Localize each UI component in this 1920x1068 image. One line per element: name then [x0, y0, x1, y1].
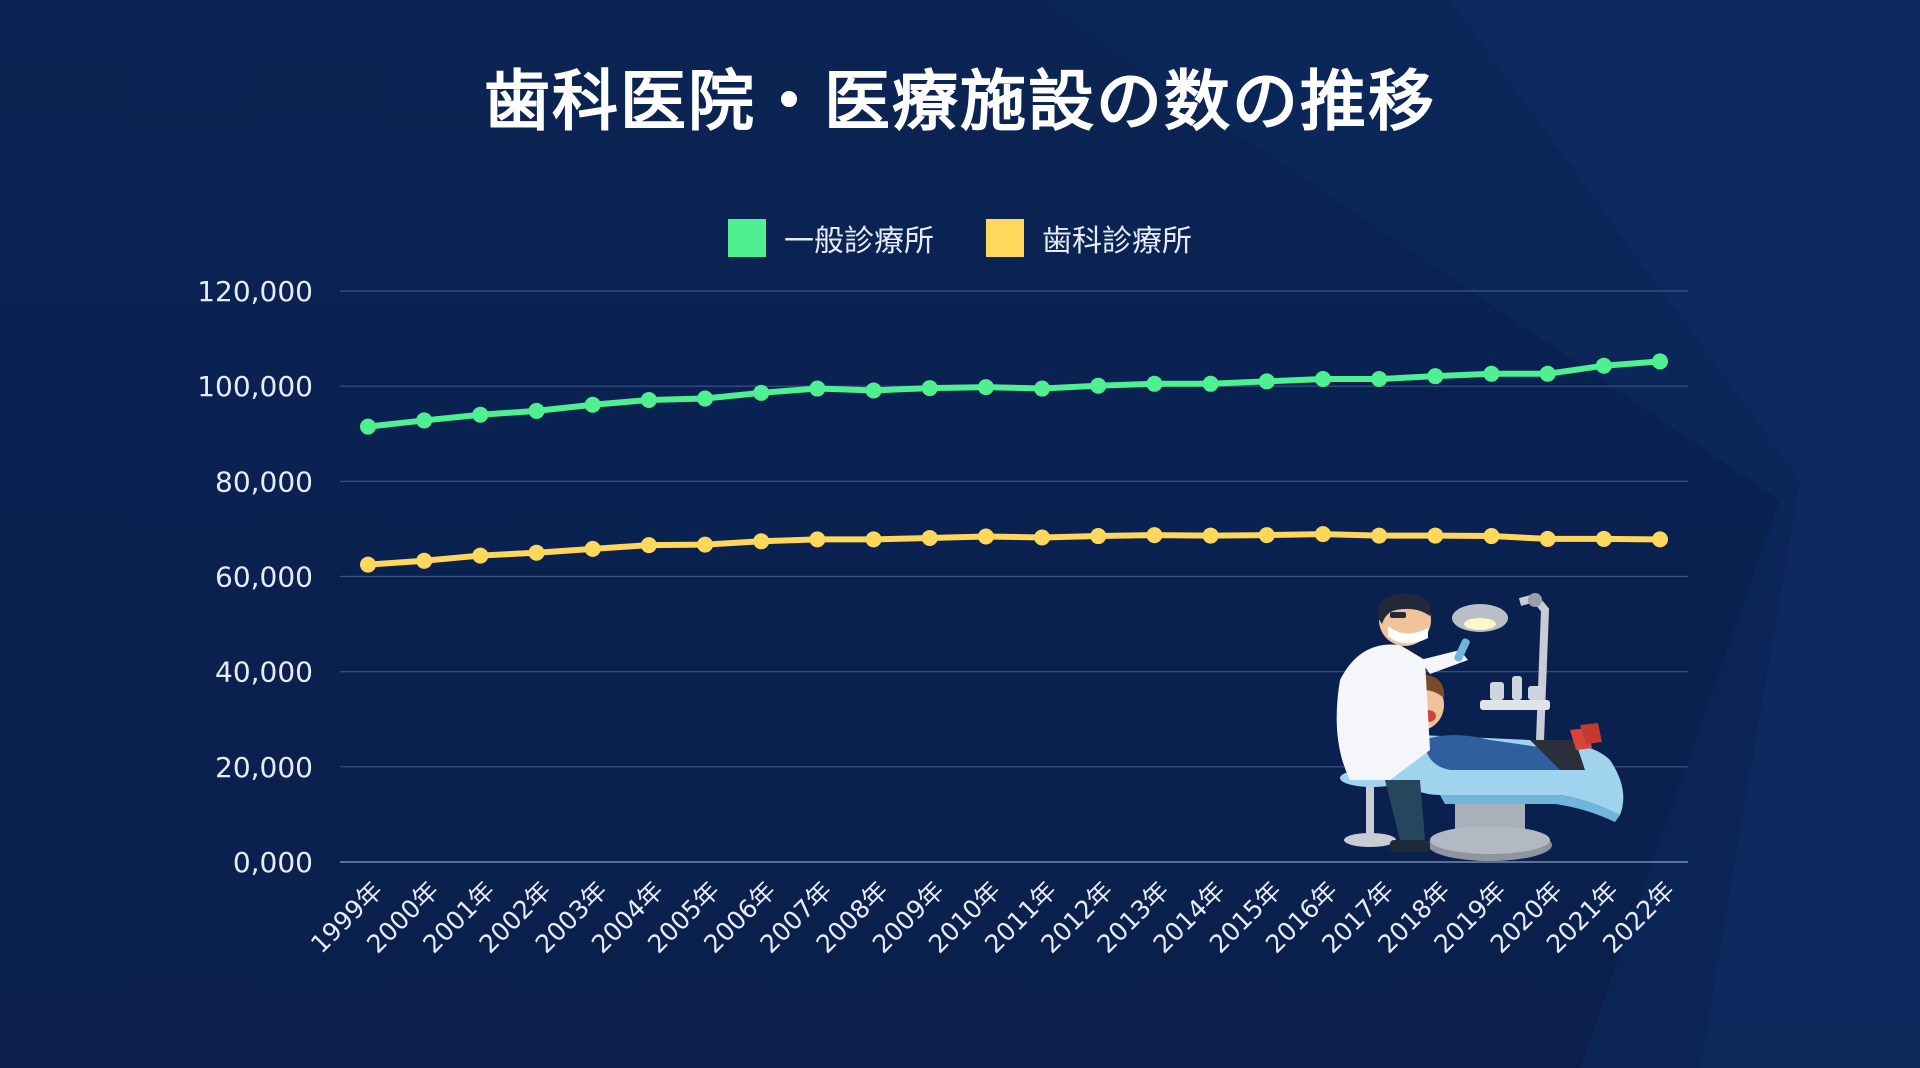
data-point[interactable] [865, 531, 882, 548]
y-tick-label: 100,000 [197, 370, 313, 403]
data-point[interactable] [1595, 357, 1612, 374]
data-point[interactable] [472, 406, 489, 423]
data-point[interactable] [753, 384, 770, 401]
data-point[interactable] [1314, 371, 1331, 388]
data-point[interactable] [1539, 365, 1556, 382]
data-point[interactable] [809, 531, 826, 548]
data-point[interactable] [640, 391, 657, 408]
y-tick-label: 120,000 [197, 275, 313, 308]
data-point[interactable] [1483, 528, 1500, 545]
legend-label-dental-clinic: 歯科診療所 [1042, 224, 1192, 259]
data-point[interactable] [1427, 368, 1444, 385]
data-point[interactable] [528, 544, 545, 561]
data-point[interactable] [977, 528, 994, 545]
data-point[interactable] [1539, 530, 1556, 547]
data-point[interactable] [584, 540, 601, 557]
series-line [365, 531, 1663, 568]
data-point[interactable] [1090, 528, 1107, 545]
data-point[interactable] [1652, 353, 1668, 370]
data-point[interactable] [921, 529, 938, 546]
data-point[interactable] [1146, 527, 1163, 544]
legend-swatch-dental-clinic [986, 219, 1024, 257]
data-point[interactable] [1652, 531, 1668, 548]
data-point[interactable] [360, 556, 376, 573]
data-point[interactable] [753, 533, 770, 550]
data-point[interactable] [1258, 373, 1275, 390]
data-point[interactable] [921, 380, 938, 397]
data-point[interactable] [1202, 375, 1219, 392]
y-tick-label: 60,000 [215, 561, 313, 594]
data-point[interactable] [1483, 365, 1500, 382]
dentist-treating-patient-illustration [1336, 593, 1624, 861]
data-point[interactable] [584, 396, 601, 413]
data-point[interactable] [977, 379, 994, 396]
data-point[interactable] [1034, 529, 1051, 546]
legend-item-general-clinic[interactable]: 一般診療所 [728, 216, 934, 260]
data-point[interactable] [1034, 380, 1051, 397]
chart-title: 歯科医院・医療施設の数の推移 [484, 63, 1436, 140]
data-point[interactable] [1371, 371, 1388, 388]
data-point[interactable] [416, 552, 433, 569]
data-point[interactable] [1371, 527, 1388, 544]
data-point[interactable] [697, 390, 714, 407]
data-point[interactable] [1146, 375, 1163, 392]
data-point[interactable] [360, 418, 376, 435]
data-point[interactable] [1595, 530, 1612, 547]
data-point[interactable] [1258, 527, 1275, 544]
data-point[interactable] [416, 412, 433, 429]
series-line [365, 358, 1663, 430]
legend-label-general-clinic: 一般診療所 [784, 224, 934, 259]
data-point[interactable] [1427, 527, 1444, 544]
legend-item-dental-clinic[interactable]: 歯科診療所 [986, 216, 1192, 260]
data-point[interactable] [528, 402, 545, 419]
series-dental-clinic [360, 526, 1668, 573]
data-point[interactable] [472, 547, 489, 564]
y-tick-label: 20,000 [215, 751, 313, 784]
data-point[interactable] [697, 536, 714, 553]
y-axis: 0,000 20,000 40,000 60,000 80,000 100,000 120,… [197, 275, 313, 879]
legend-swatch-general-clinic [728, 219, 766, 257]
x-axis: 1999年2000年2001年2002年2003年2004年2005年2006年… [305, 876, 1680, 959]
data-point[interactable] [1314, 526, 1331, 543]
y-tick-label: 40,000 [215, 656, 313, 689]
data-point[interactable] [1090, 377, 1107, 394]
y-tick-label: 80,000 [215, 465, 313, 498]
legend: 一般診療所 歯科診療所 [0, 216, 1920, 260]
series-general-clinic [360, 353, 1668, 435]
data-point[interactable] [865, 382, 882, 399]
y-tick-label: 0,000 [233, 846, 313, 879]
data-point[interactable] [640, 537, 657, 554]
data-point[interactable] [1202, 527, 1219, 544]
series-layer [360, 353, 1668, 573]
data-point[interactable] [809, 380, 826, 397]
